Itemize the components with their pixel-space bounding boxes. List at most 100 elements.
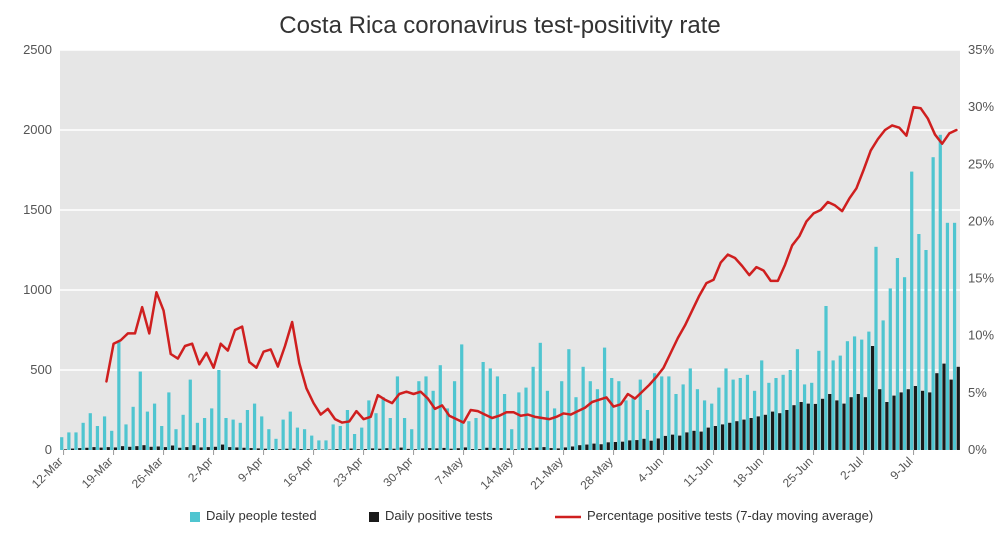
y-left-tick: 500 xyxy=(30,362,52,377)
bar-positive xyxy=(714,426,717,450)
bar-tested xyxy=(853,336,856,450)
bar-positive xyxy=(71,449,74,450)
bar-tested xyxy=(953,223,956,450)
bar-positive xyxy=(828,394,831,450)
bar-positive xyxy=(542,447,545,450)
bar-positive xyxy=(535,448,538,450)
bar-tested xyxy=(467,421,470,450)
bar-tested xyxy=(896,258,899,450)
bar-tested xyxy=(682,384,685,450)
bar-positive xyxy=(300,449,303,450)
bar-tested xyxy=(332,424,335,450)
bar-positive xyxy=(285,449,288,450)
bar-tested xyxy=(667,376,670,450)
y-right-tick: 10% xyxy=(968,328,994,343)
bar-tested xyxy=(939,135,942,450)
bar-tested xyxy=(632,397,635,450)
bar-tested xyxy=(653,373,656,450)
bar-positive xyxy=(685,432,688,450)
bar-positive xyxy=(942,364,945,450)
bar-tested xyxy=(432,391,435,450)
bar-positive xyxy=(792,405,795,450)
bar-positive xyxy=(628,440,631,450)
bar-positive xyxy=(392,449,395,450)
y-right-tick: 15% xyxy=(968,271,994,286)
bar-tested xyxy=(246,410,249,450)
bar-positive xyxy=(271,449,274,450)
x-tick-label: 11-Jun xyxy=(680,454,715,489)
bar-positive xyxy=(842,404,845,450)
bar-tested xyxy=(110,431,113,450)
x-tick-label: 25-Jun xyxy=(780,454,816,490)
x-tick-label: 18-Jun xyxy=(730,454,766,490)
bar-tested xyxy=(410,429,413,450)
bar-tested xyxy=(174,429,177,450)
bar-tested xyxy=(303,429,306,450)
bar-tested xyxy=(510,429,513,450)
bar-tested xyxy=(617,381,620,450)
bar-tested xyxy=(703,400,706,450)
bar-positive xyxy=(857,394,860,450)
bar-positive xyxy=(850,397,853,450)
bar-positive xyxy=(614,442,617,450)
bar-positive xyxy=(371,448,374,450)
bar-tested xyxy=(646,410,649,450)
bar-positive xyxy=(121,446,124,450)
bar-tested xyxy=(767,383,770,450)
bar-tested xyxy=(660,376,663,450)
bar-positive xyxy=(150,447,153,450)
bar-positive xyxy=(735,421,738,450)
bar-positive xyxy=(678,436,681,450)
bar-positive xyxy=(721,424,724,450)
bar-tested xyxy=(239,423,242,450)
x-tick-label: 14-May xyxy=(477,454,515,492)
bar-positive xyxy=(950,380,953,450)
bar-tested xyxy=(89,413,92,450)
bar-tested xyxy=(553,408,556,450)
bar-tested xyxy=(910,172,913,450)
bar-positive xyxy=(892,396,895,450)
chart-title: Costa Rica coronavirus test-positivity r… xyxy=(0,12,1000,40)
y-right-tick: 20% xyxy=(968,213,994,228)
bar-positive xyxy=(142,445,145,450)
bar-positive xyxy=(457,448,460,450)
y-left-tick: 0 xyxy=(45,442,52,457)
bar-tested xyxy=(124,424,127,450)
x-tick-label: 7-May xyxy=(432,454,465,487)
legend-label: Percentage positive tests (7-day moving … xyxy=(587,508,873,523)
bar-positive xyxy=(564,447,567,450)
bar-tested xyxy=(403,418,406,450)
bar-tested xyxy=(496,376,499,450)
y-left-tick: 1000 xyxy=(23,282,52,297)
x-tick-label: 23-Apr xyxy=(330,454,365,489)
bar-positive xyxy=(264,449,267,450)
bar-positive xyxy=(592,444,595,450)
bar-tested xyxy=(96,426,99,450)
bar-tested xyxy=(746,375,749,450)
bar-tested xyxy=(567,349,570,450)
bar-tested xyxy=(639,380,642,450)
bar-tested xyxy=(217,370,220,450)
bar-tested xyxy=(924,250,927,450)
bar-tested xyxy=(810,383,813,450)
bar-tested xyxy=(453,381,456,450)
bar-positive xyxy=(350,449,353,450)
bar-positive xyxy=(700,432,703,450)
bar-positive xyxy=(771,412,774,450)
bar-positive xyxy=(671,435,674,450)
bar-tested xyxy=(253,404,256,450)
bar-tested xyxy=(339,426,342,450)
bar-tested xyxy=(846,341,849,450)
bar-positive xyxy=(550,448,553,450)
bar-positive xyxy=(335,449,338,450)
bar-positive xyxy=(785,410,788,450)
bar-positive xyxy=(778,413,781,450)
bar-positive xyxy=(228,447,231,450)
bar-positive xyxy=(521,448,524,450)
bar-tested xyxy=(774,378,777,450)
bar-tested xyxy=(867,332,870,450)
bar-positive xyxy=(585,445,588,450)
bar-positive xyxy=(178,448,181,450)
bar-tested xyxy=(296,428,299,450)
bar-positive xyxy=(642,439,645,450)
